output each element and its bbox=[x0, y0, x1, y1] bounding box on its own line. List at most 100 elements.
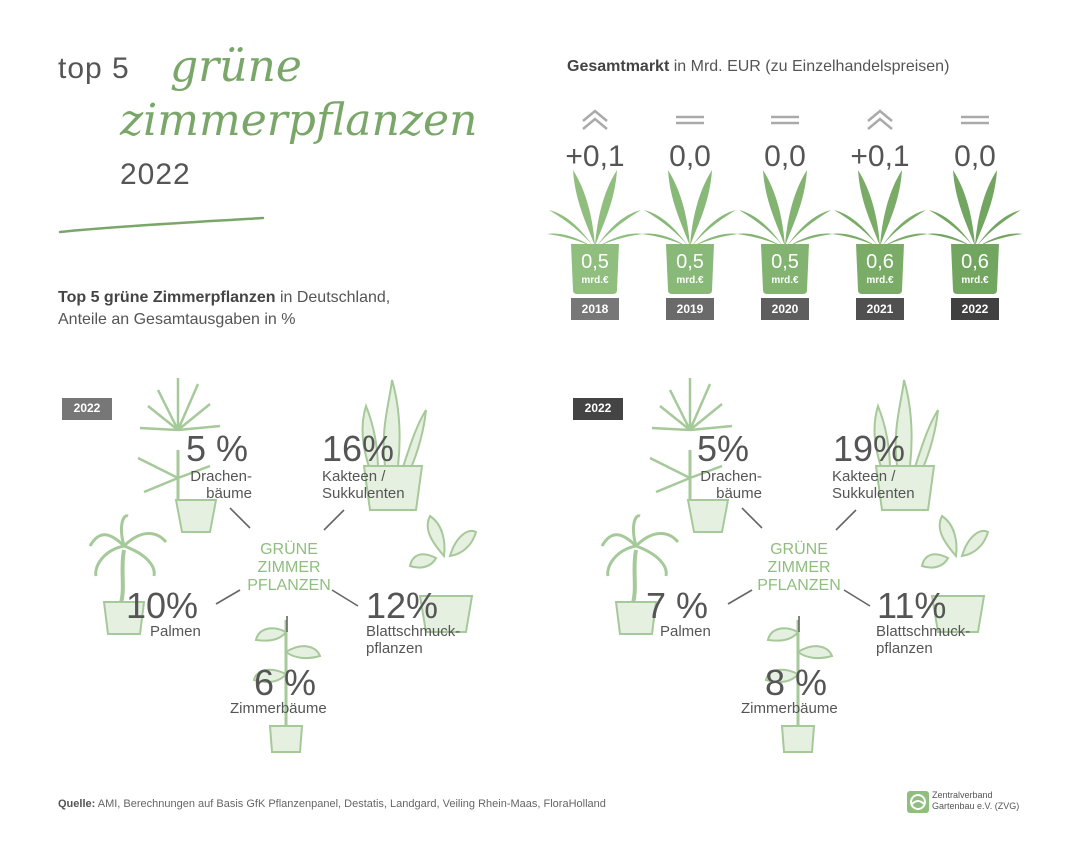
left-panel-year-badge: 2022 bbox=[62, 398, 112, 420]
drachenbaum-illustration bbox=[137, 378, 221, 533]
label-line: Drachen- bbox=[700, 468, 762, 485]
plant-pot-icon bbox=[642, 170, 738, 294]
zvg-logo-text: Zentralverband Gartenbau e.V. (ZVG) bbox=[932, 790, 1019, 812]
market-pot-value: 0,6 bbox=[866, 251, 894, 273]
hub-line: PFLANZEN bbox=[757, 577, 841, 594]
left-kakteen-value: 16% bbox=[322, 428, 395, 469]
left-blatt-label: Blattschmuck- pflanzen bbox=[366, 623, 460, 657]
hub-line: GRÜNE bbox=[770, 541, 828, 558]
market-year-badge: 2021 bbox=[856, 298, 904, 320]
label-line: Kakteen / bbox=[322, 468, 386, 485]
plant-pot-icon bbox=[547, 170, 643, 294]
drachenbaum-illustration bbox=[649, 378, 733, 533]
zimmerbaum-illustration bbox=[252, 620, 322, 753]
right-panel-year-badge: 2022 bbox=[573, 398, 623, 420]
left-drachen-label: Drachen- bäume bbox=[182, 468, 252, 502]
market-change-value: 0,0 bbox=[764, 140, 806, 173]
label-line: Drachen- bbox=[190, 468, 252, 485]
label-line: Kakteen / bbox=[832, 468, 896, 485]
left-hub-label: GRÜNE ZIMMER PFLANZEN bbox=[244, 541, 334, 595]
connector-lines bbox=[727, 507, 871, 632]
left-kakteen-label: Kakteen / Sukkulenten bbox=[322, 468, 405, 502]
title-year: 2022 bbox=[120, 158, 191, 191]
market-heading-rest: in Mrd. EUR (zu Einzelhandelspreisen) bbox=[669, 58, 950, 75]
right-palmen-label: Palmen bbox=[660, 623, 711, 640]
title-prefix: top 5 bbox=[58, 52, 130, 85]
market-pot-unit: mrd.€ bbox=[866, 275, 894, 286]
label-line: Blattschmuck- bbox=[876, 623, 971, 640]
blattschmuck-illustration bbox=[920, 514, 990, 633]
source-bold: Quelle: bbox=[58, 798, 96, 810]
zvg-logo-icon bbox=[907, 791, 929, 813]
right-blatt-label: Blattschmuck- pflanzen bbox=[876, 623, 970, 657]
market-pot-value: 0,5 bbox=[676, 251, 704, 273]
market-year-2018: +0,1 0,5 mrd.€ 2018 bbox=[545, 100, 645, 330]
hub-line: GRÜNE bbox=[260, 541, 318, 558]
hub-line: ZIMMER bbox=[257, 559, 321, 576]
plant-pot-icon bbox=[832, 170, 928, 294]
label-line: bäume bbox=[206, 485, 252, 502]
subtitle-rest: in Deutschland, bbox=[275, 289, 391, 306]
market-change-value: 0,0 bbox=[669, 140, 711, 173]
right-blatt-value: 11% bbox=[877, 585, 947, 626]
left-zimmer-label: Zimmerbäume bbox=[230, 700, 327, 717]
market-pot-unit: mrd.€ bbox=[581, 275, 609, 286]
subtitle-bold: Top 5 grüne Zimmerpflanzen bbox=[58, 289, 276, 306]
label-line: pflanzen bbox=[366, 640, 423, 657]
title-script-line2: zimmerpflanzen bbox=[120, 95, 478, 146]
blattschmuck-illustration bbox=[408, 514, 478, 633]
market-year-2022: 0,0 0,6 mrd.€ 2022 bbox=[925, 100, 1025, 330]
market-pot-unit: mrd.€ bbox=[676, 275, 704, 286]
market-year-2019: 0,0 0,5 mrd.€ 2019 bbox=[640, 100, 740, 330]
market-year-2021: +0,1 0,6 mrd.€ 2021 bbox=[830, 100, 930, 330]
market-pot-value: 0,5 bbox=[581, 251, 609, 273]
palme-illustration bbox=[88, 514, 168, 635]
title-underline-brushstroke bbox=[58, 216, 265, 234]
market-year-badge: 2022 bbox=[951, 298, 999, 320]
market-chart: +0,1 0,5 mrd.€ 2018 0,0 0,5 mrd.€ 2019 0,0 0,5 mrd… bbox=[545, 100, 1035, 330]
left-drachen-value: 5 % bbox=[186, 428, 249, 469]
market-pot-value: 0,6 bbox=[961, 251, 989, 273]
market-pot-unit: mrd.€ bbox=[771, 275, 799, 286]
palme-illustration bbox=[600, 514, 680, 635]
trend-up-icon bbox=[582, 109, 608, 130]
logo-line: Gartenbau e.V. (ZVG) bbox=[932, 801, 1020, 811]
title-script: grüne zimmerpflanzen bbox=[120, 40, 480, 148]
right-zimmer-value: 8 % bbox=[765, 662, 828, 703]
hub-line: ZIMMER bbox=[767, 559, 831, 576]
trend-flat-icon bbox=[771, 115, 799, 125]
title-script-line1: grüne bbox=[170, 41, 302, 92]
kakteen-illustration bbox=[873, 379, 939, 511]
subtitle-line2: Anteile an Gesamtausgaben in % bbox=[58, 311, 296, 328]
left-palmen-label: Palmen bbox=[150, 623, 201, 640]
label-line: Sukkulenten bbox=[322, 485, 405, 502]
hub-line: PFLANZEN bbox=[247, 577, 331, 594]
kakteen-illustration bbox=[361, 379, 427, 511]
left-palmen-value: 10% bbox=[126, 585, 199, 626]
market-change-value: +0,1 bbox=[850, 140, 910, 173]
source-note: Quelle: AMI, Berechnungen auf Basis GfK … bbox=[58, 798, 606, 810]
right-hub-label: GRÜNE ZIMMER PFLANZEN bbox=[754, 541, 844, 595]
label-line: Blattschmuck- bbox=[366, 623, 461, 640]
left-blatt-value: 12% bbox=[366, 585, 439, 626]
trend-flat-icon bbox=[961, 115, 989, 125]
zimmerbaum-illustration bbox=[764, 620, 834, 753]
subtitle: Top 5 grüne Zimmerpflanzen in Deutschlan… bbox=[58, 287, 390, 331]
market-heading: Gesamtmarkt in Mrd. EUR (zu Einzelhandel… bbox=[567, 58, 949, 76]
market-year-badge: 2020 bbox=[761, 298, 809, 320]
logo-line: Zentralverband bbox=[932, 790, 993, 800]
connector-lines bbox=[215, 507, 359, 632]
right-drachen-value: 5% bbox=[697, 428, 750, 469]
right-kakteen-value: 19% bbox=[833, 428, 906, 469]
market-pot-unit: mrd.€ bbox=[961, 275, 989, 286]
market-change-value: 0,0 bbox=[954, 140, 996, 173]
market-change-value: +0,1 bbox=[565, 140, 625, 173]
right-kakteen-label: Kakteen / Sukkulenten bbox=[832, 468, 915, 502]
market-year-badge: 2019 bbox=[666, 298, 714, 320]
left-panel-illustration bbox=[88, 378, 478, 753]
left-zimmer-value: 6 % bbox=[254, 662, 317, 703]
label-line: pflanzen bbox=[876, 640, 933, 657]
market-pot-value: 0,5 bbox=[771, 251, 799, 273]
source-text: AMI, Berechnungen auf Basis GfK Pflanzen… bbox=[95, 798, 606, 810]
trend-up-icon bbox=[867, 109, 893, 130]
